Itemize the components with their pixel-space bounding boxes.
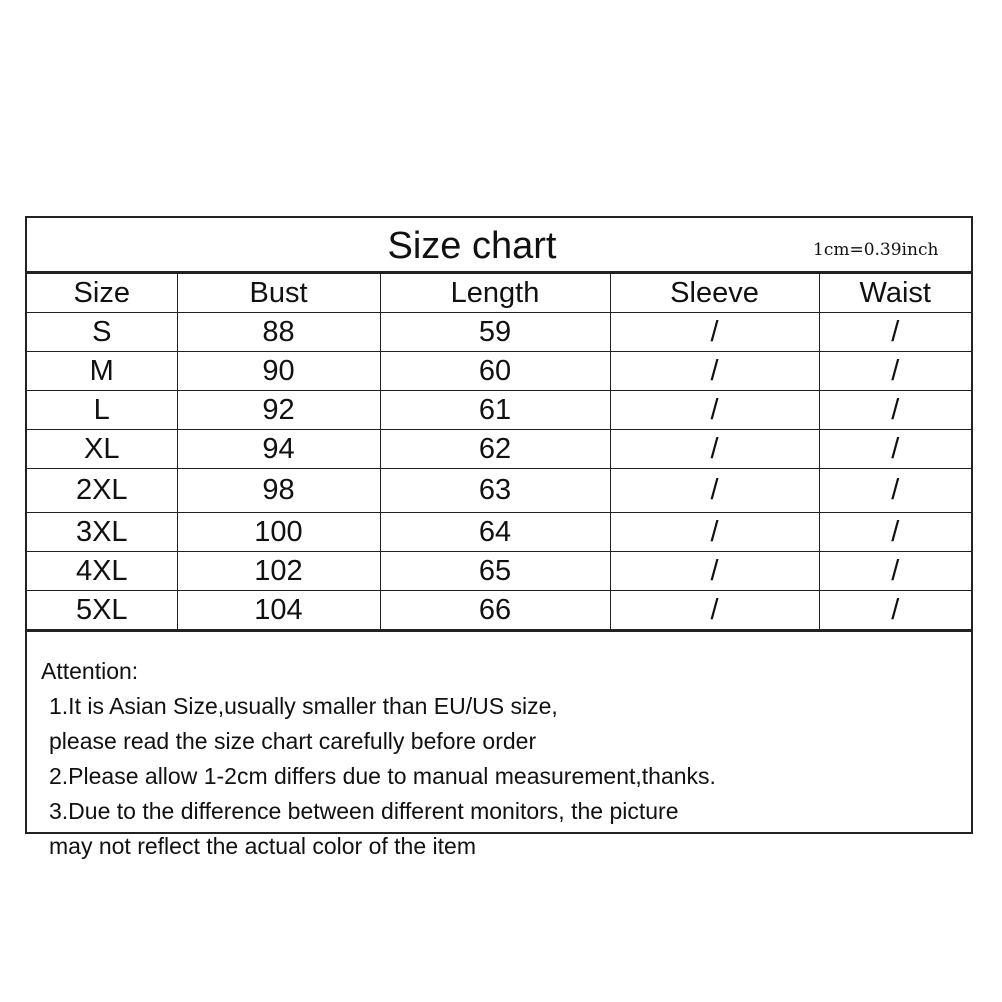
table-row-cell: XL xyxy=(27,429,178,469)
table-row-cell: 61 xyxy=(379,390,611,430)
header-row-cell: Length xyxy=(379,273,611,313)
table-row: S 88 59// xyxy=(27,312,971,352)
table-row-cell: 4XL xyxy=(27,551,178,591)
table-row-cell: 60 xyxy=(379,351,611,391)
size-chart-table: Size chart 1cm=0.39inch Size Bust Length Sl… xyxy=(25,216,973,859)
table-row: 2XL 98 63// xyxy=(27,468,971,513)
table-row-cell: / xyxy=(818,590,971,630)
table-row-cell: / xyxy=(609,312,820,352)
table-row-cell: 94 xyxy=(176,429,381,469)
table-row-cell: / xyxy=(818,551,971,591)
table-row-cell: / xyxy=(609,429,820,469)
table-row-cell: 65 xyxy=(379,551,611,591)
table-row-cell: 63 xyxy=(379,468,611,513)
table-row-cell: / xyxy=(609,468,820,513)
table-row-cell: / xyxy=(818,468,971,513)
table-row-cell: / xyxy=(818,512,971,552)
table-row-cell: / xyxy=(818,351,971,391)
notes-heading: Attention: xyxy=(41,658,139,684)
note-line: 2.Please allow 1-2cm differs due to manu… xyxy=(49,763,716,789)
table-row-cell: 64 xyxy=(379,512,611,552)
table-row-cell: 62 xyxy=(379,429,611,469)
table-row-cell: 90 xyxy=(176,351,381,391)
table-row-cell: M xyxy=(27,351,178,391)
note-line: please read the size chart carefully bef… xyxy=(49,728,537,754)
table-row-cell: / xyxy=(818,429,971,469)
table-row-cell: / xyxy=(609,390,820,430)
table-row-cell: 2XL xyxy=(27,468,178,513)
table-row-cell: 5XL xyxy=(27,590,178,630)
table-row-cell: / xyxy=(609,551,820,591)
title-row: Size chart 1cm=0.39inch xyxy=(27,218,971,273)
table-row-cell: / xyxy=(818,312,971,352)
header-row-cell: Size xyxy=(27,273,178,313)
note-line: may not reflect the actual color of the … xyxy=(49,833,476,859)
table-row-cell: 88 xyxy=(176,312,381,352)
table-row-cell: 59 xyxy=(379,312,611,352)
table-row-cell: 92 xyxy=(176,390,381,430)
table-row-cell: 98 xyxy=(176,468,381,513)
header-row-cell: Sleeve xyxy=(609,273,820,313)
table-row-cell: L xyxy=(27,390,178,430)
table-row-cell: / xyxy=(609,512,820,552)
table-row-cell: / xyxy=(609,590,820,630)
conversion-note: 1cm=0.39inch xyxy=(813,240,939,260)
table-row: 3XL 100 64// xyxy=(27,512,971,552)
table-row: M 90 60// xyxy=(27,351,971,391)
attention-notes: Attention: 1.It is Asian Size,usually sm… xyxy=(27,630,971,859)
table-row-cell: 3XL xyxy=(27,512,178,552)
table-row-cell: 100 xyxy=(176,512,381,552)
table-row: L 92 61// xyxy=(27,390,971,430)
header-row-cell: Bust xyxy=(176,273,381,313)
table-row-cell: / xyxy=(609,351,820,391)
table-row-cell: S xyxy=(27,312,178,352)
header-row: Size Bust Length Sleeve Waist xyxy=(27,273,971,313)
chart-title: Size chart xyxy=(387,225,557,267)
size-table: Size Bust Length Sleeve Waist S 88 59// M 90 60// L… xyxy=(27,273,971,630)
note-line: 1.It is Asian Size,usually smaller than … xyxy=(49,693,558,719)
table-row-cell: 102 xyxy=(176,551,381,591)
table-row-cell: / xyxy=(818,390,971,430)
table-row-cell: 104 xyxy=(176,590,381,630)
note-line: 3.Due to the difference between differen… xyxy=(49,798,679,824)
table-row: XL 94 62// xyxy=(27,429,971,469)
table-row: 4XL 102 65// xyxy=(27,551,971,591)
header-row-cell: Waist xyxy=(818,273,971,313)
table-row-cell: 66 xyxy=(379,590,611,630)
table-row: 5XL 104 66// xyxy=(27,590,971,630)
